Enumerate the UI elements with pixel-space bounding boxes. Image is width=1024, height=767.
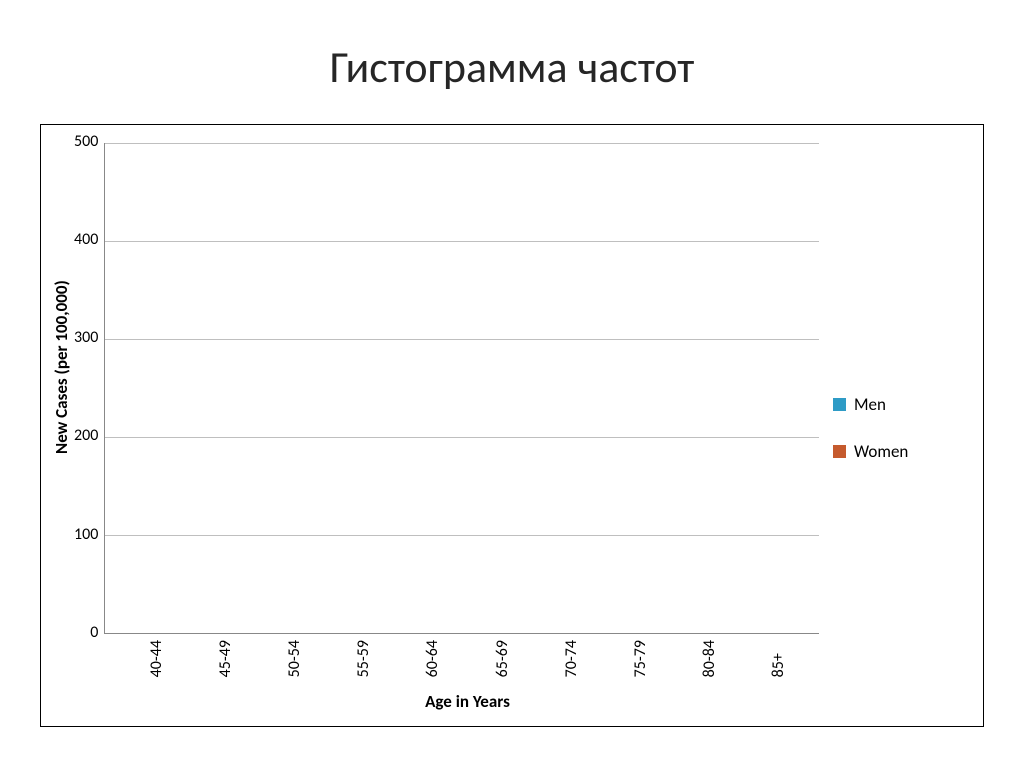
legend-label: Men <box>854 394 886 415</box>
x-tick-label: 85+ <box>744 640 813 677</box>
x-tick-label: 65-69 <box>467 640 536 677</box>
y-axis-title: New Cases (per 100,000) <box>49 143 74 592</box>
x-tick-label: 55-59 <box>329 640 398 677</box>
slide-title: Гистограмма частот <box>40 40 984 94</box>
legend-swatch <box>833 445 846 458</box>
legend: Men Women <box>819 143 973 712</box>
x-tick-label: 75-79 <box>606 640 675 677</box>
x-tick-label: 45-49 <box>191 640 260 677</box>
x-tick-label: 60-64 <box>398 640 467 677</box>
plot-area <box>104 143 819 634</box>
y-axis-ticks: 5004003002001000 <box>74 143 104 634</box>
legend-swatch <box>833 398 846 411</box>
x-axis-ticks: 40-4445-4950-5455-5960-6465-6970-7475-79… <box>116 634 819 677</box>
legend-item: Men <box>833 394 973 415</box>
plot-column: 5004003002001000 40-4445-4950-5455-5960-… <box>74 143 819 712</box>
plot-row: 5004003002001000 <box>74 143 819 634</box>
x-title-row: Age in Years <box>74 677 819 712</box>
x-tick-label: 50-54 <box>260 640 329 677</box>
x-axis-title: Age in Years <box>116 691 819 712</box>
slide: Гистограмма частот New Cases (per 100,00… <box>0 0 1024 767</box>
x-tick-label: 40-44 <box>122 640 191 677</box>
x-title-spacer <box>74 677 116 712</box>
chart-container: New Cases (per 100,000) 5004003002001000… <box>40 124 984 727</box>
legend-label: Women <box>854 441 908 462</box>
x-ticks-row: 40-4445-4950-5455-5960-6465-6970-7475-79… <box>74 634 819 677</box>
bars-layer <box>105 143 819 633</box>
legend-item: Women <box>833 441 973 462</box>
x-tick-label: 80-84 <box>675 640 744 677</box>
x-tick-label: 70-74 <box>537 640 606 677</box>
